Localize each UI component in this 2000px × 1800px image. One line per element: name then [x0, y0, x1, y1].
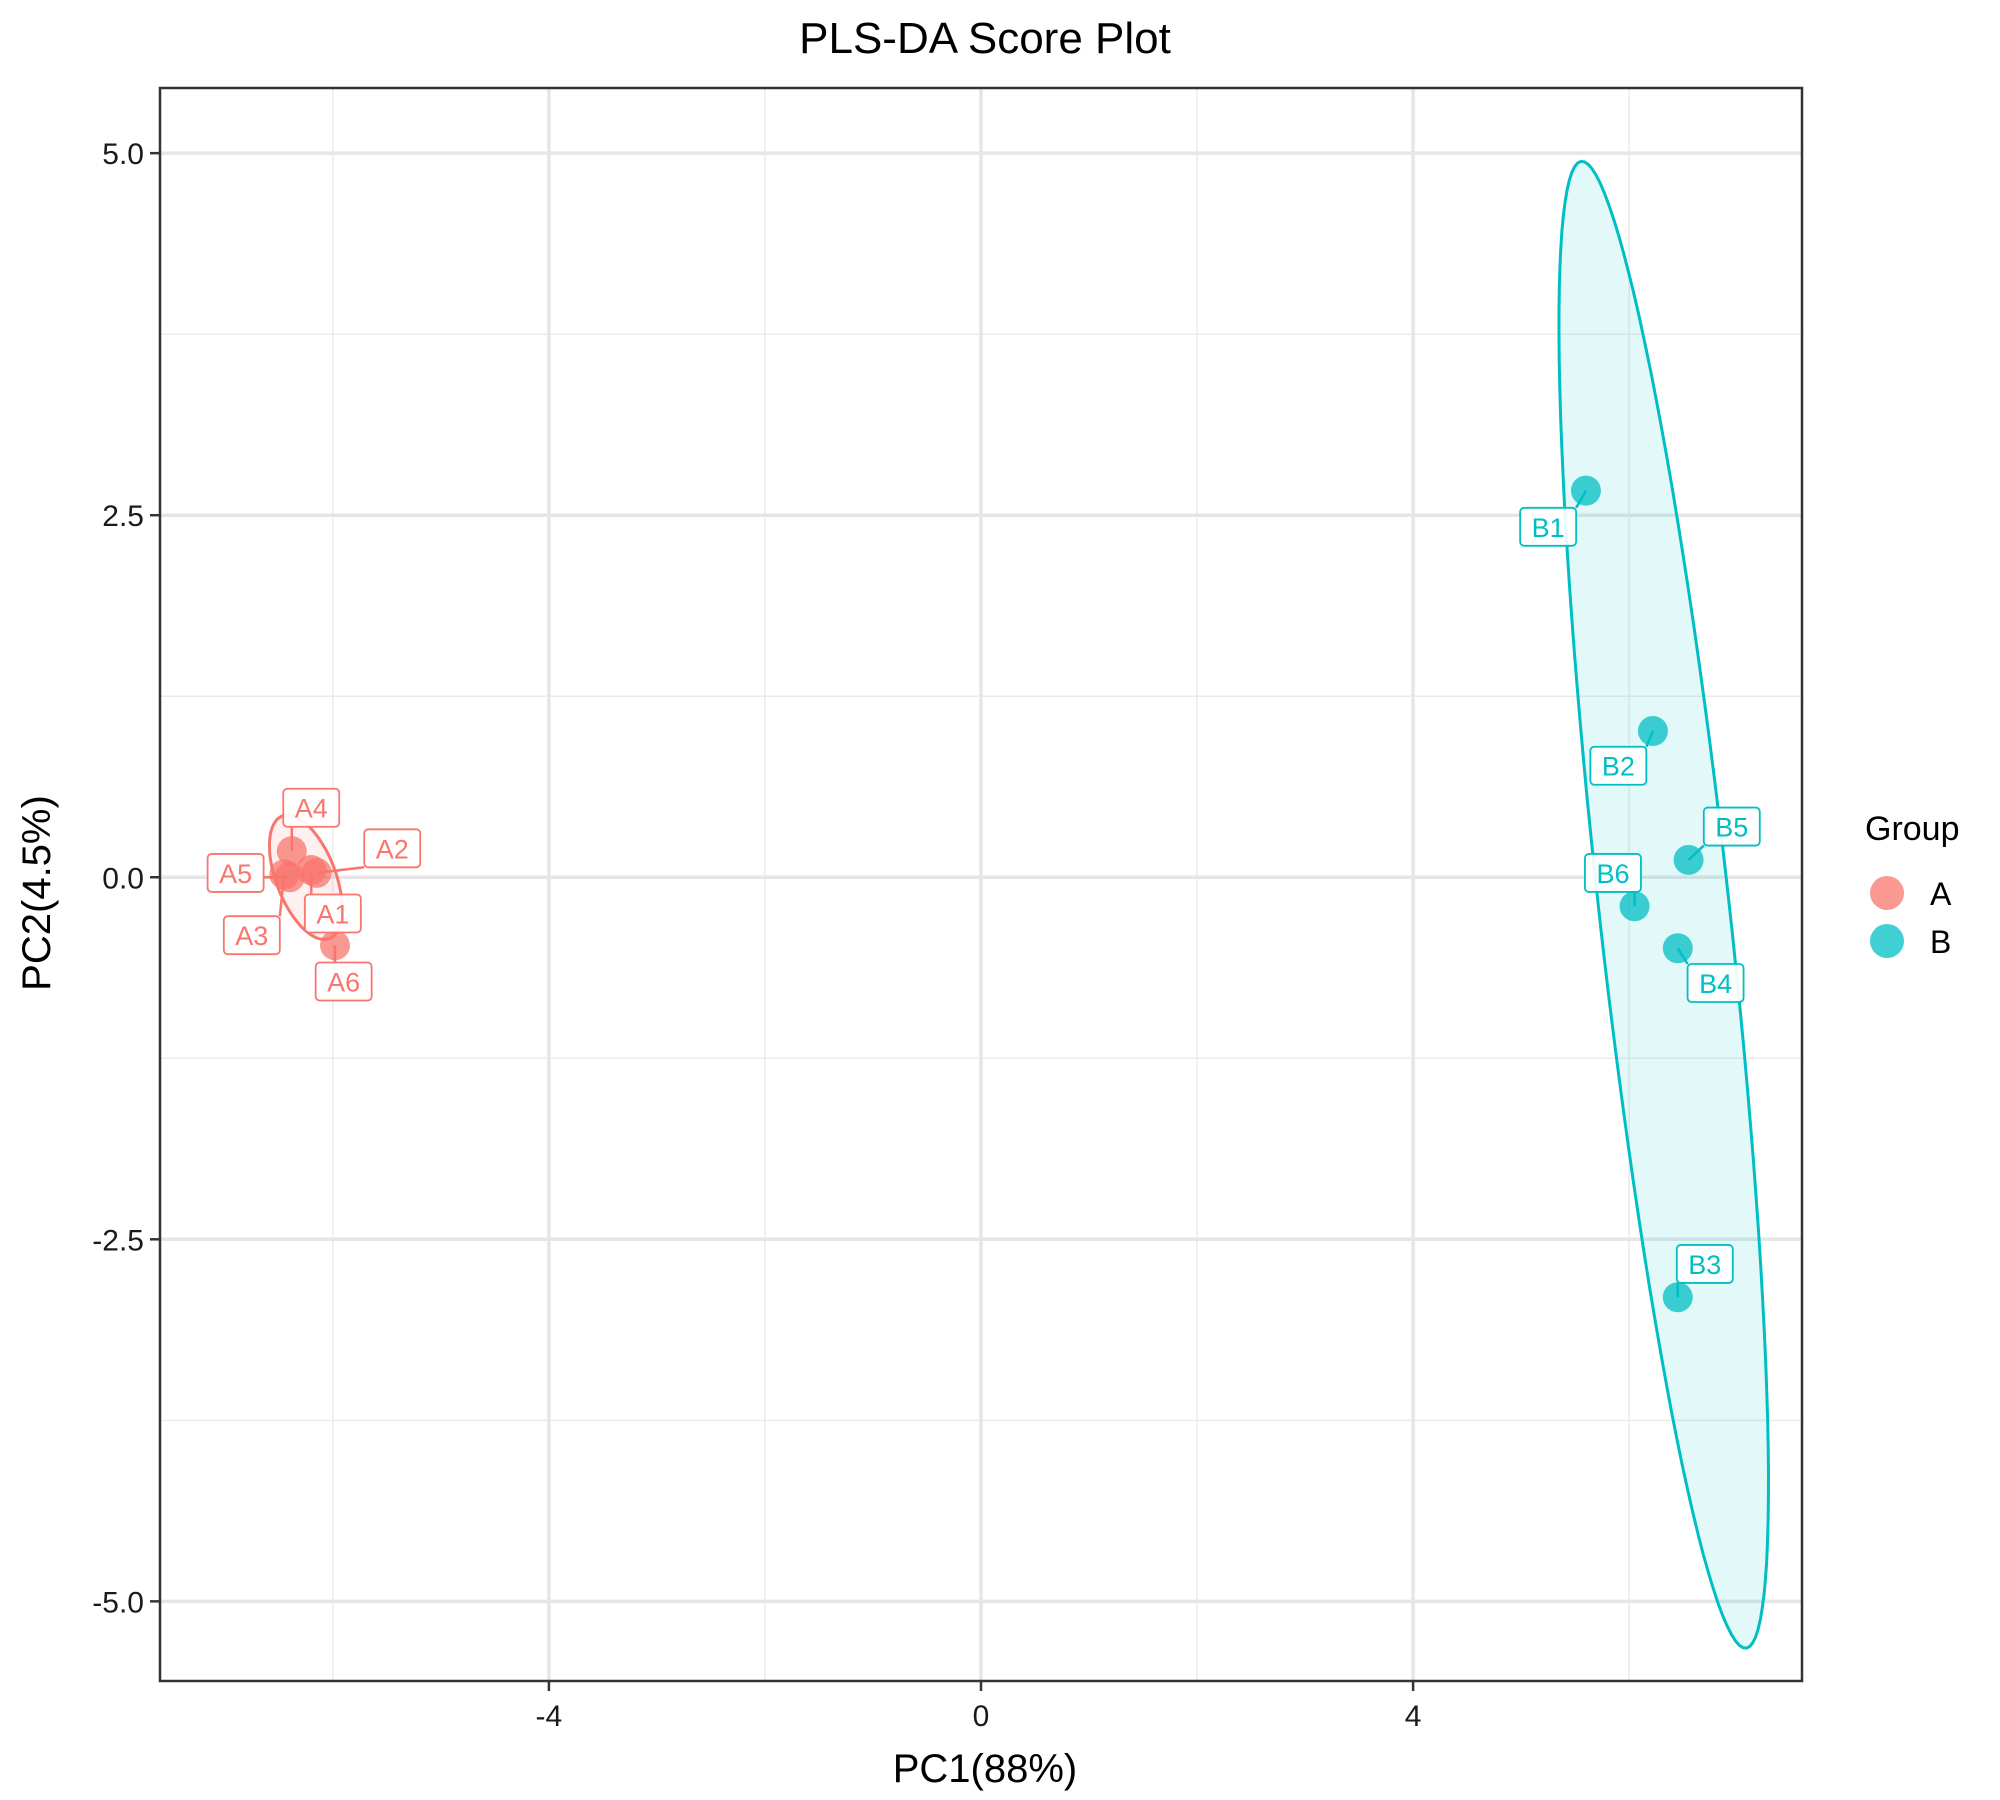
label-box [1584, 853, 1642, 893]
label-text: B5 [1715, 813, 1748, 843]
point-label-A6: A6 [314, 961, 373, 1002]
label-text: A2 [376, 834, 409, 864]
point-A6 [320, 930, 351, 961]
point-label-B1: B1 [1519, 506, 1578, 547]
label-box [1589, 745, 1648, 786]
point-A4 [276, 836, 307, 867]
point-B6 [1619, 891, 1650, 922]
label-text: A4 [295, 794, 328, 824]
point-B1 [1570, 475, 1601, 506]
label-text: B6 [1596, 859, 1629, 889]
label-text: B3 [1688, 1250, 1721, 1280]
legend: Group AB [1865, 810, 1960, 960]
legend-entries: AB [1870, 876, 1952, 960]
label-box [1686, 963, 1745, 1003]
x-tick-label: 0 [973, 1700, 990, 1733]
label-text: A6 [327, 968, 360, 998]
x-tick-label: 4 [1405, 1700, 1422, 1733]
point-label-A5: A5 [206, 853, 265, 893]
label-text: B2 [1602, 752, 1635, 782]
y-tick-label: -2.5 [92, 1224, 144, 1257]
point-B3 [1662, 1282, 1693, 1313]
label-box [206, 853, 265, 893]
point-A2 [301, 857, 332, 888]
label-box [363, 828, 422, 869]
point-label-B6: B6 [1584, 853, 1642, 893]
point-label-A2: A2 [363, 828, 422, 869]
point-labels: A1 A2 A3 A4 A5 A6 B1 B2 B3 B4 B5 B6 [206, 506, 1761, 1284]
point-B2 [1637, 715, 1668, 746]
data-points [269, 475, 1704, 1313]
y-tick-label: -5.0 [92, 1586, 144, 1619]
point-label-B2: B2 [1589, 745, 1648, 786]
x-tick-label: -4 [536, 1700, 563, 1733]
point-label-A4: A4 [282, 787, 341, 828]
point-label-B3: B3 [1675, 1244, 1734, 1284]
legend-label-B: B [1930, 924, 1951, 960]
legend-label-A: A [1930, 876, 1952, 912]
label-box [282, 787, 341, 828]
legend-title: Group [1865, 810, 1960, 848]
x-axis-title: PC1(88%) [893, 1747, 1078, 1791]
legend-key-B [1870, 924, 1904, 958]
y-tick-label: 2.5 [102, 500, 144, 533]
axes: -4 0 4 5.0 2.5 0.0 -2.5 -5.0 [92, 138, 1421, 1733]
point-label-B4: B4 [1686, 963, 1745, 1003]
grid-lines [160, 88, 1802, 1681]
y-tick-label: 5.0 [102, 138, 144, 171]
label-box [1675, 1244, 1734, 1284]
point-B5 [1673, 844, 1704, 875]
point-label-A3: A3 [222, 915, 281, 956]
label-box [222, 915, 281, 956]
legend-key-A [1870, 876, 1904, 910]
chart-title: PLS-DA Score Plot [799, 14, 1171, 63]
y-tick-label: 0.0 [102, 862, 144, 895]
label-box [314, 961, 373, 1002]
label-text: A1 [316, 899, 349, 929]
point-A5 [274, 862, 305, 893]
label-text: B1 [1532, 513, 1565, 543]
point-B4 [1662, 933, 1693, 964]
label-text: A5 [219, 859, 252, 889]
y-axis-title: PC2(4.5%) [15, 795, 59, 991]
point-label-A1: A1 [303, 893, 362, 934]
label-text: B4 [1699, 969, 1732, 999]
label-box [1519, 506, 1578, 547]
label-text: A3 [235, 921, 268, 951]
label-box [1702, 806, 1761, 847]
point-label-B5: B5 [1702, 806, 1761, 847]
label-box [303, 893, 362, 934]
